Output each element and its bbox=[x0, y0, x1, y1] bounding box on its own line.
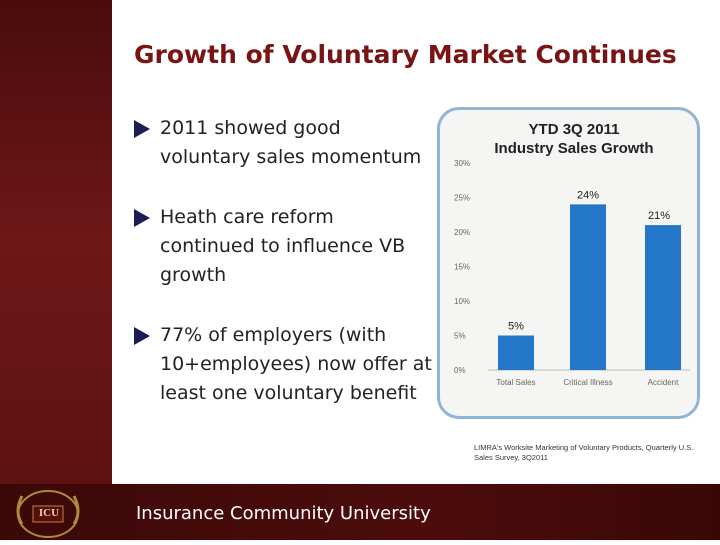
icu-logo bbox=[0, 484, 112, 540]
footer-bar bbox=[0, 484, 720, 540]
bar bbox=[645, 225, 681, 370]
bullet-list: 2011 showed good voluntary sales momentu… bbox=[134, 114, 434, 408]
bullet-text: Heath care reform continued to influence… bbox=[160, 206, 406, 286]
y-tick-label: 0% bbox=[454, 366, 466, 375]
logo-text: ICU bbox=[38, 507, 60, 519]
y-tick-label: 25% bbox=[454, 194, 470, 203]
slide-title: Growth of Voluntary Market Continues bbox=[134, 40, 677, 69]
category-label: Total Sales bbox=[496, 378, 535, 387]
y-tick-label: 20% bbox=[454, 228, 470, 237]
bullet-arrow-icon bbox=[134, 120, 150, 138]
data-label: 24% bbox=[577, 189, 599, 201]
bullet-item: Heath care reform continued to influence… bbox=[134, 203, 434, 290]
y-tick-label: 15% bbox=[454, 263, 470, 272]
bullet-arrow-icon bbox=[134, 209, 150, 227]
category-label: Critical Illness bbox=[563, 378, 612, 387]
left-decorative-bar bbox=[0, 0, 112, 540]
y-tick-label: 5% bbox=[454, 332, 466, 341]
bullet-item: 2011 showed good voluntary sales momentu… bbox=[134, 114, 434, 172]
bar-chart: 0% 5% 10% 15% 20% 25% 30% 5% Total Sales 24% Criti… bbox=[454, 121, 690, 387]
chart-title: Industry Sales Growth bbox=[494, 140, 653, 157]
data-label: 21% bbox=[648, 210, 670, 222]
footer-text: Insurance Community University bbox=[136, 503, 431, 524]
y-tick-label: 10% bbox=[454, 297, 470, 306]
y-tick-label: 30% bbox=[454, 159, 470, 168]
bar bbox=[570, 204, 606, 370]
source-note: LIMRA's Worksite Marketing of Voluntary … bbox=[474, 443, 694, 462]
chart-panel: 0% 5% 10% 15% 20% 25% 30% 5% Total Sales 24% Criti… bbox=[437, 107, 700, 419]
bullet-item: 77% of employers (with 10+employees) now… bbox=[134, 321, 434, 408]
bullet-arrow-icon bbox=[134, 327, 150, 345]
bullet-text: 2011 showed good voluntary sales momentu… bbox=[160, 117, 422, 168]
category-label: Accident bbox=[648, 378, 679, 387]
bullet-text: 77% of employers (with 10+employees) now… bbox=[160, 324, 432, 404]
bar bbox=[498, 335, 534, 370]
chart-title: YTD 3Q 2011 bbox=[529, 121, 620, 138]
data-label: 5% bbox=[508, 321, 524, 333]
